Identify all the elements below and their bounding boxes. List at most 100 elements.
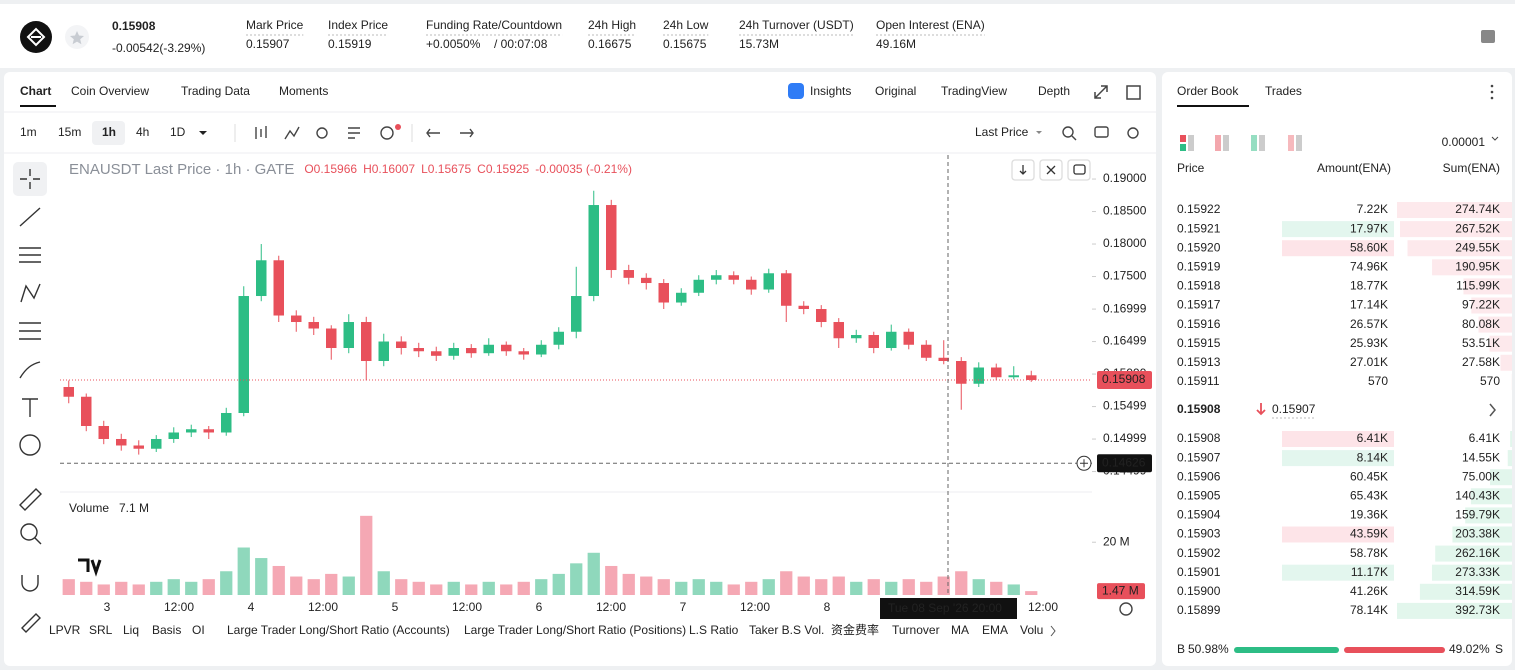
interval[interactable]: 15m [58, 125, 81, 139]
interval[interactable]: 1m [20, 125, 37, 139]
view-tab[interactable]: Depth [1038, 84, 1070, 98]
amount: 18.77K [1350, 279, 1388, 293]
y-tick-label: 0.15499 [1103, 399, 1147, 413]
amount: 43.59K [1350, 527, 1388, 541]
indicator[interactable]: Basis [152, 623, 181, 637]
stat-value: 15.73M [739, 37, 779, 51]
view-tab[interactable]: Insights [810, 84, 851, 98]
amount-flash [1282, 240, 1394, 257]
x-tick-label: 8 [824, 600, 831, 614]
candle-body [851, 335, 862, 339]
candle-body [518, 351, 529, 355]
indicator[interactable]: Turnover [892, 623, 940, 637]
price: 0.15918 [1177, 279, 1221, 293]
pane-buttons[interactable] [1011, 159, 1091, 181]
tab[interactable]: Chart [20, 84, 51, 98]
volume-bar [920, 581, 933, 595]
candle-body [396, 341, 407, 349]
column-header: Sum(ENA) [1443, 161, 1500, 175]
notes-icon[interactable] [1481, 30, 1495, 43]
indicator[interactable]: Taker B.S Vol. [749, 623, 824, 637]
amount-flash [1282, 221, 1394, 238]
candle-body [921, 344, 932, 358]
indicator[interactable]: LPVR [49, 623, 81, 637]
volume-bar [290, 576, 303, 595]
indicator[interactable]: EMA [982, 623, 1008, 637]
candle-body [203, 429, 214, 433]
candle-body [676, 292, 687, 303]
depth-bar [1407, 240, 1512, 257]
indicator[interactable]: Large Trader Long/Short Ratio (Positions… [464, 623, 686, 637]
interval[interactable]: 1h [102, 125, 116, 139]
book-layout-icons[interactable] [1180, 135, 1302, 151]
candle-body [886, 331, 897, 349]
candle-body [238, 296, 249, 413]
interval[interactable]: 4h [136, 125, 149, 139]
volume-bar [132, 584, 145, 595]
depth-bar [1470, 488, 1512, 505]
volume-bar [727, 584, 740, 595]
volume-bar [1025, 591, 1038, 595]
candle-body [693, 279, 704, 293]
book-tab[interactable]: Order Book [1177, 84, 1239, 98]
menu-dot[interactable] [1490, 90, 1494, 94]
x-tick-label: 7 [680, 600, 687, 614]
amount-flash [1282, 526, 1394, 543]
price: 0.15922 [1177, 202, 1221, 216]
price: 0.15900 [1177, 584, 1221, 598]
stat-label: 24h High [588, 18, 636, 32]
drawing-tools[interactable] [19, 169, 42, 633]
tab[interactable]: Moments [279, 84, 328, 98]
x-tick-label: 5 [392, 600, 399, 614]
indicator[interactable]: Large Trader Long/Short Ratio (Accounts) [227, 623, 450, 637]
candle-body [361, 322, 372, 362]
menu-dot[interactable] [1490, 96, 1494, 100]
volume-bar [447, 581, 460, 595]
depth-bar [1490, 469, 1512, 486]
indicator[interactable]: Liq [123, 623, 139, 637]
interval[interactable]: 1D [170, 125, 186, 139]
volume-bar [412, 581, 425, 595]
volume-bar [815, 579, 828, 595]
toolbar-icons[interactable] [255, 126, 1139, 141]
chart-panel [4, 72, 1156, 666]
indicator[interactable]: 资金费率 [831, 622, 879, 637]
caret[interactable] [1491, 136, 1499, 141]
chevron[interactable] [1489, 403, 1496, 417]
book-tab[interactable]: Trades [1265, 84, 1302, 98]
volume-bar [832, 576, 845, 595]
price: 0.15902 [1177, 546, 1221, 560]
expand-icon[interactable] [1094, 85, 1108, 99]
tab[interactable]: Coin Overview [71, 84, 149, 98]
volume-bar [377, 571, 390, 595]
sum: 273.33K [1455, 565, 1500, 579]
crosshair-price-label: 0.14626 [1102, 455, 1146, 469]
candle-body [273, 260, 284, 316]
sum: 53.51K [1462, 336, 1500, 350]
depth-bar [1397, 602, 1512, 619]
indicator[interactable]: L.S Ratio [689, 623, 739, 637]
volume-bar [167, 579, 180, 595]
tab[interactable]: Trading Data [181, 84, 250, 98]
amount-flash [1282, 431, 1394, 447]
candle-body [798, 305, 809, 310]
indicator[interactable]: MA [951, 623, 969, 637]
volume-bar [710, 581, 723, 595]
scroll-right[interactable] [1050, 625, 1056, 637]
view-tab[interactable]: TradingView [941, 84, 1007, 98]
window-icon[interactable] [1126, 85, 1141, 100]
depth-bar [1489, 335, 1512, 352]
indicator[interactable]: Volu [1020, 623, 1043, 637]
volume-bar [570, 563, 583, 595]
indicator[interactable]: OI [192, 623, 205, 637]
view-tab[interactable]: Original [875, 84, 916, 98]
candle-body [536, 344, 547, 355]
plus [1080, 459, 1088, 468]
precision[interactable]: 0.00001 [1442, 135, 1486, 149]
candle-body [133, 445, 144, 449]
settings-icon[interactable] [1119, 602, 1133, 616]
menu-dot[interactable] [1490, 84, 1494, 88]
x-tick-label: 12:00 [1028, 600, 1058, 614]
indicator[interactable]: SRL [89, 623, 113, 637]
price-type[interactable]: Last Price [975, 125, 1029, 139]
